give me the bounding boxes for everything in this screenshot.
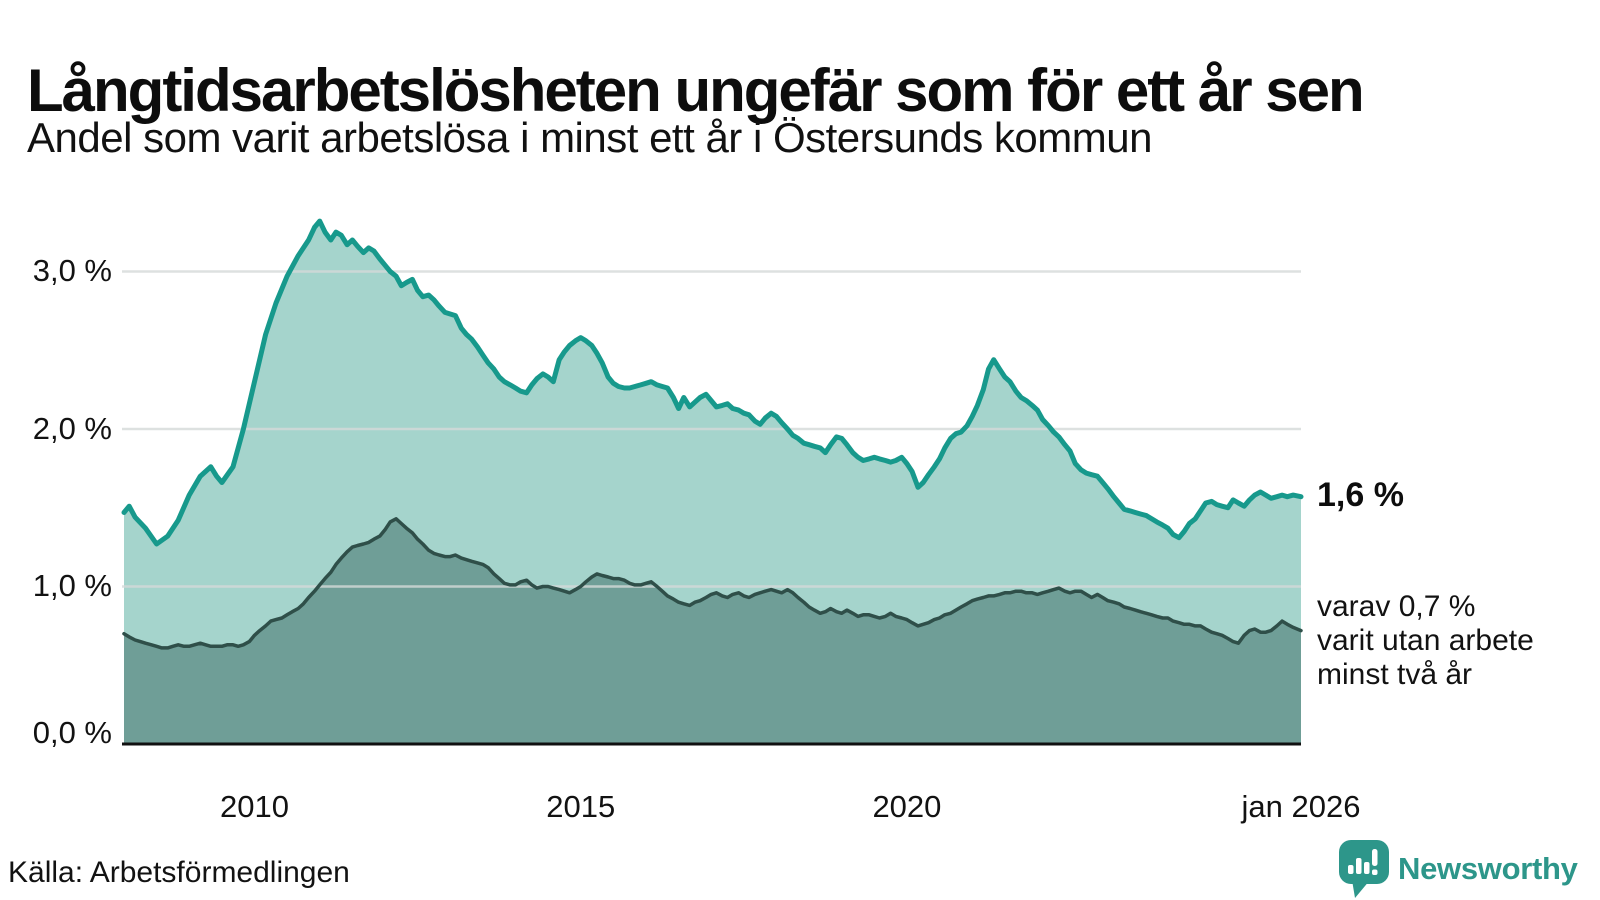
x-tick-label: 2020 bbox=[872, 789, 942, 824]
brand-name: Newsworthy bbox=[1398, 851, 1578, 886]
page-title: Långtidsarbetslösheten ungefär som för e… bbox=[27, 57, 1365, 125]
series-secondary-annotation: varav 0,7 % varit utan arbete minst två … bbox=[1317, 590, 1534, 691]
y-tick-label: 1,0 % bbox=[32, 568, 112, 604]
x-tick-label: 2010 bbox=[220, 789, 289, 824]
x-tick-label: jan 2026 bbox=[1241, 789, 1361, 824]
source-note: Källa: Arbetsförmedlingen bbox=[8, 856, 350, 889]
newsworthy-bubble-icon bbox=[1339, 840, 1389, 898]
y-tick-label: 3,0 % bbox=[32, 253, 112, 289]
series-end-value-label: 1,6 % bbox=[1317, 475, 1404, 514]
chart-subtitle: Andel som varit arbetslösa i minst ett å… bbox=[27, 114, 1152, 161]
y-tick-label: 2,0 % bbox=[32, 410, 112, 446]
brand-logo: Newsworthy bbox=[1337, 840, 1597, 898]
y-tick-label: 0,0 % bbox=[32, 715, 112, 750]
x-tick-label: 2015 bbox=[546, 789, 616, 824]
